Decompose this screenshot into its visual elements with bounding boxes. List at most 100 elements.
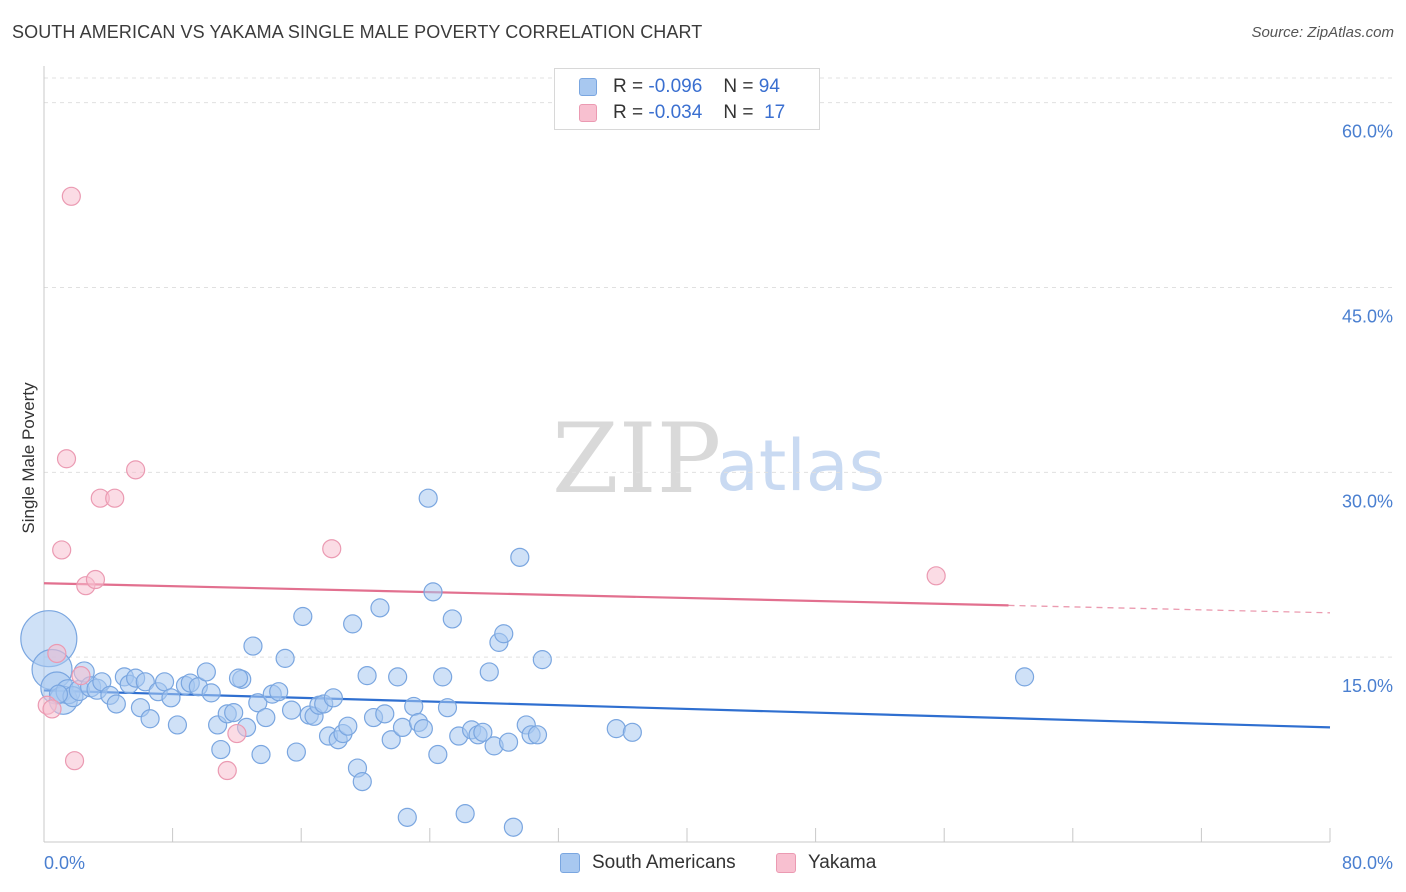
point-south-americans [413, 719, 433, 739]
point-south-americans [510, 547, 530, 567]
point-south-americans [381, 730, 401, 750]
bottom-legend-label: Yakama [808, 852, 877, 873]
point-south-americans [388, 667, 408, 687]
point-south-americans [527, 725, 548, 745]
bottom-legend-south-americans: South Americans [560, 852, 736, 874]
point-south-americans [503, 817, 523, 837]
point-south-americans [370, 598, 390, 618]
source-label: Source: ZipAtlas.com [1251, 24, 1394, 41]
point-south-americans [140, 709, 160, 729]
point-yakama [56, 449, 77, 469]
y-axis-title: Single Male Poverty [19, 382, 38, 534]
legend-swatch [579, 78, 597, 96]
point-south-americans [397, 807, 417, 827]
point-south-americans [286, 742, 306, 762]
trend-line-yakama-extension [1008, 604, 1331, 614]
point-yakama [85, 569, 106, 590]
y-tick-label: 15.0% [1342, 676, 1393, 696]
legend-r-value: -0.096 [648, 76, 703, 97]
point-south-americans [442, 609, 462, 629]
point-south-americans [196, 662, 216, 682]
point-south-americans [357, 666, 377, 686]
bottom-legend-swatch [776, 853, 796, 873]
point-south-americans [201, 683, 221, 703]
legend-r-value: -0.034 [648, 102, 703, 123]
point-south-americans [494, 624, 514, 644]
point-south-americans [352, 772, 372, 792]
point-south-americans [248, 693, 268, 713]
bottom-legend-yakama: Yakama [776, 852, 876, 874]
point-south-americans [251, 744, 271, 765]
chart-title: SOUTH AMERICAN VS YAKAMA SINGLE MALE POV… [12, 22, 703, 42]
watermark-atlas: atlas [716, 425, 885, 507]
point-south-americans [293, 606, 313, 627]
point-south-americans [224, 703, 244, 723]
point-south-americans [154, 672, 175, 692]
point-yakama [47, 643, 67, 664]
legend-n-value: 94 [758, 76, 780, 97]
point-south-americans [375, 704, 395, 724]
watermark-zip: ZIP [552, 403, 721, 515]
y-tick-label: 60.0% [1342, 122, 1393, 142]
watermark: ZIP atlas [552, 403, 885, 515]
point-yakama [105, 488, 125, 508]
point-south-americans [433, 667, 453, 687]
point-south-americans [228, 668, 249, 688]
legend: R = -0.096 N = 94 R = -0.034 N = 17 [554, 68, 820, 130]
point-south-americans [269, 682, 289, 702]
point-yakama [61, 186, 81, 206]
point-yakama [322, 539, 342, 559]
y-tick-label: 30.0% [1342, 491, 1393, 511]
point-south-americans [428, 744, 448, 765]
legend-r-label: R = [613, 102, 644, 123]
point-south-americans [281, 700, 302, 720]
point-south-americans [392, 717, 413, 738]
legend-swatch [579, 104, 597, 122]
point-south-americans [606, 719, 626, 739]
legend-row-south-americans: R = -0.096 N = 94 [579, 75, 780, 99]
point-south-americans [1014, 667, 1035, 687]
legend-n-label: N = [723, 76, 754, 97]
x-tick-label: 80.0% [1342, 853, 1393, 873]
gridlines [44, 77, 1394, 658]
legend-n-value: 17 [764, 102, 786, 123]
point-south-americans [256, 707, 276, 728]
point-south-americans [404, 696, 424, 717]
point-south-americans [473, 722, 493, 742]
point-south-americans [135, 672, 155, 692]
point-south-americans [532, 650, 552, 670]
point-south-americans [243, 636, 263, 656]
x-tick-label: 0.0% [44, 853, 85, 873]
point-south-americans [106, 694, 126, 714]
point-south-americans [167, 715, 188, 735]
legend-n-label: N = [723, 102, 754, 123]
legend-row-yakama: R = -0.034 N = 17 [579, 101, 785, 125]
point-south-americans [338, 716, 358, 736]
point-yakama [217, 760, 237, 781]
point-south-americans [479, 662, 499, 682]
point-south-americans [275, 648, 295, 668]
point-south-americans [622, 722, 642, 742]
trend-line-yakama [43, 582, 1009, 607]
point-yakama [71, 666, 91, 686]
point-south-americans [323, 688, 343, 708]
point-yakama [126, 460, 146, 480]
point-yakama [52, 540, 72, 560]
point-south-americans [161, 688, 181, 708]
point-south-americans [437, 698, 458, 718]
point-yakama [926, 566, 946, 586]
tick-labels: 15.0% 30.0% 45.0% 60.0% 0.0% 80.0% [44, 122, 1393, 873]
point-yakama [227, 723, 247, 744]
point-south-americans [455, 804, 475, 824]
point-yakama [42, 699, 62, 719]
bottom-legend-swatch [560, 853, 580, 873]
point-south-americans [343, 614, 363, 634]
legend-r-label: R = [613, 76, 644, 97]
bottom-legend-label: South Americans [592, 852, 736, 873]
point-south-americans [498, 732, 519, 752]
axes [43, 66, 1331, 843]
point-south-americans [423, 582, 443, 602]
point-south-americans [418, 488, 438, 508]
point-yakama [64, 751, 85, 771]
